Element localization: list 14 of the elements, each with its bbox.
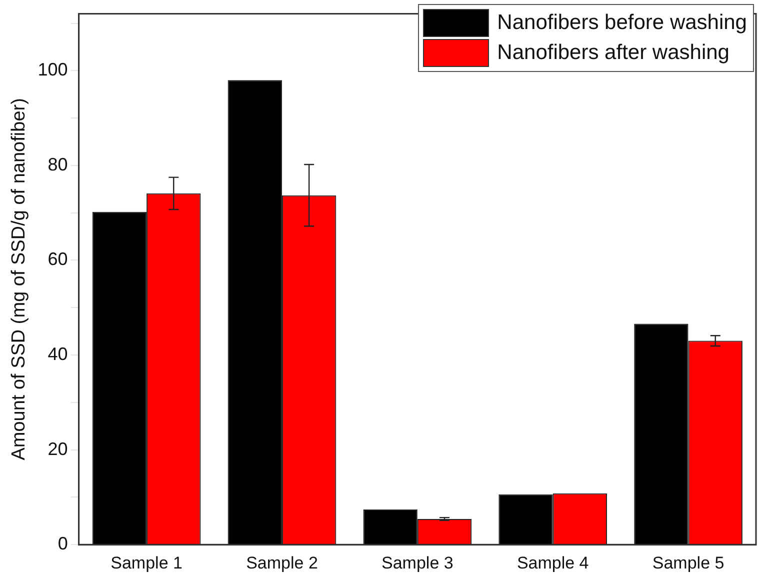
legend-label: Nanofibers before washing [497, 11, 747, 35]
y-tick-label: 0 [58, 534, 68, 554]
y-tick-label: 20 [48, 438, 68, 459]
x-tick-label: Sample 3 [382, 553, 454, 572]
y-tick-label: 60 [48, 249, 68, 270]
y-tick-label: 40 [48, 344, 68, 364]
legend-label: Nanofibers after washing [497, 41, 730, 65]
x-tick-label: Sample 1 [110, 553, 182, 572]
x-tick-label: Sample 4 [516, 553, 589, 572]
y-axis-title: Amount of SSD (mg of SSD/g of nanofiber) [8, 98, 30, 460]
y-tick-label: 100 [38, 60, 68, 80]
y-tick-label: 80 [48, 154, 68, 174]
x-tick-label: Sample 2 [246, 553, 318, 572]
x-tick-label: Sample 5 [652, 553, 724, 572]
